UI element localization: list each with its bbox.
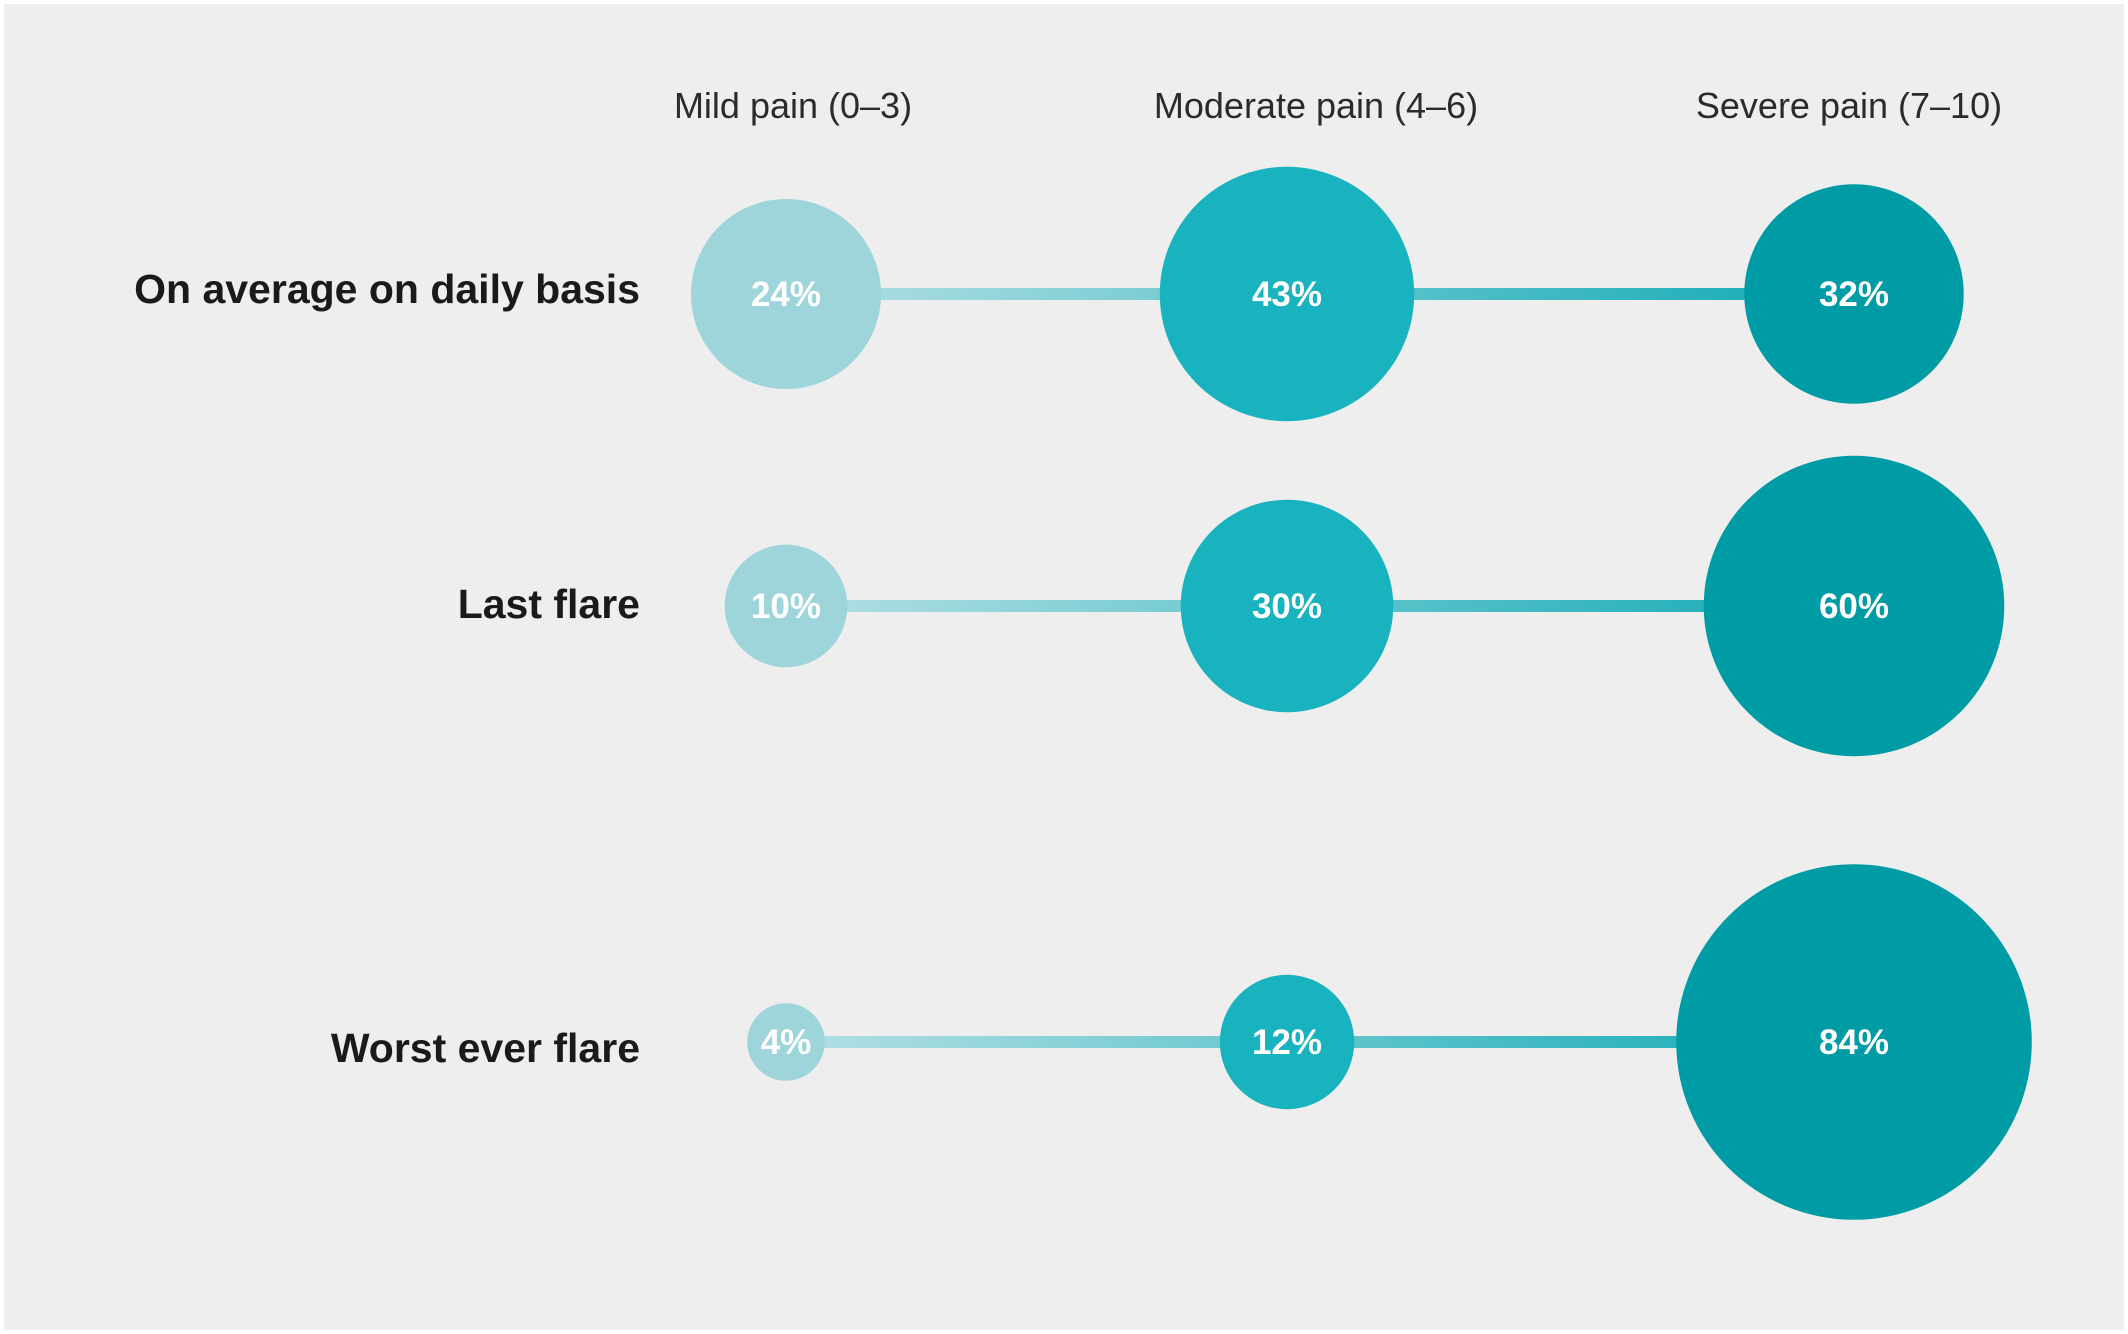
column-label-severe: Severe pain (7–10) xyxy=(1696,85,2002,126)
bubble-worst-flare-severe xyxy=(1676,864,2032,1220)
row-label-daily: On average on daily basis xyxy=(134,266,640,312)
bubble-daily-severe xyxy=(1744,184,1964,404)
bubble-label-worst-flare-mild: 4% xyxy=(761,1023,812,1062)
bubble-worst-flare-moderate xyxy=(1219,974,1355,1110)
column-label-mild: Mild pain (0–3) xyxy=(674,85,912,126)
bubble-label-daily-moderate: 43% xyxy=(1252,275,1322,314)
bubbles: 24% 43% 32% 10% 30% 60% 4% 12% 84% xyxy=(690,166,2032,1220)
bubble-label-worst-flare-moderate: 12% xyxy=(1252,1023,1322,1062)
bubble-label-daily-severe: 32% xyxy=(1819,275,1889,314)
column-label-moderate: Moderate pain (4–6) xyxy=(1154,85,1478,126)
bubble-last-flare-severe xyxy=(1703,455,2005,757)
bubble-label-last-flare-severe: 60% xyxy=(1819,587,1889,626)
chart-panel: Mild pain (0–3) Moderate pain (4–6) Seve… xyxy=(4,4,2124,1330)
bubble-label-last-flare-moderate: 30% xyxy=(1252,587,1322,626)
bubble-chart: Mild pain (0–3) Moderate pain (4–6) Seve… xyxy=(134,85,2032,1220)
row-label-worst-flare: Worst ever flare xyxy=(331,1025,640,1071)
row-label-last-flare: Last flare xyxy=(458,581,640,627)
column-labels: Mild pain (0–3) Moderate pain (4–6) Seve… xyxy=(674,85,2002,126)
bubble-label-last-flare-mild: 10% xyxy=(751,587,821,626)
bubble-daily-moderate xyxy=(1159,166,1415,422)
bubble-last-flare-moderate xyxy=(1180,499,1394,713)
bubble-label-daily-mild: 24% xyxy=(751,275,821,314)
row-labels: On average on daily basis Last flare Wor… xyxy=(134,266,640,1071)
bubble-last-flare-mild xyxy=(724,544,848,668)
bubble-label-worst-flare-severe: 84% xyxy=(1819,1023,1889,1062)
bubble-worst-flare-mild xyxy=(747,1003,825,1081)
bubble-daily-mild xyxy=(690,198,882,390)
